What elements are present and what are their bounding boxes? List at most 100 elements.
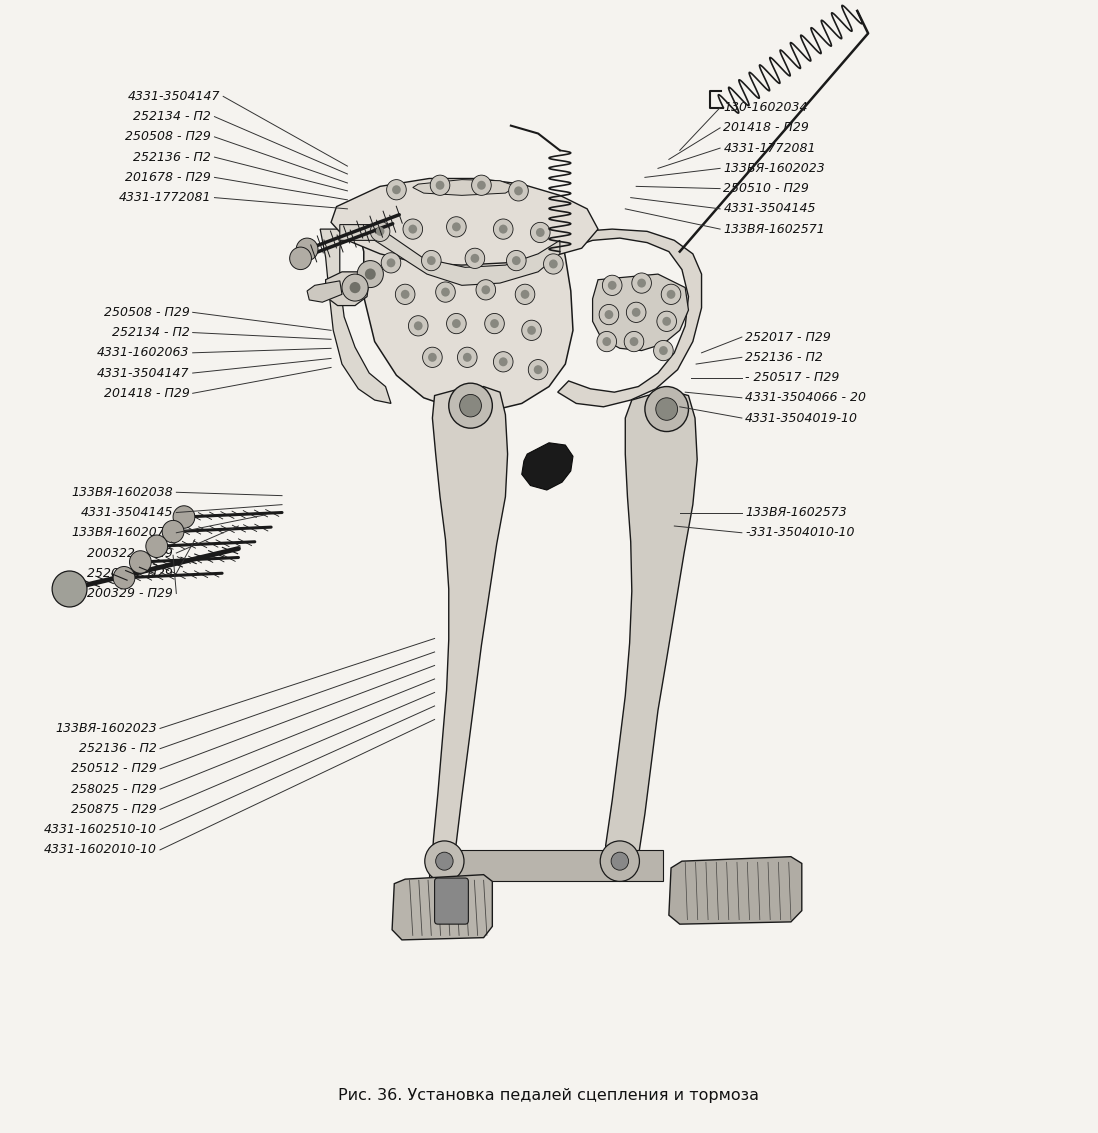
Text: 133ВЯ-1602038: 133ВЯ-1602038 [71, 486, 173, 499]
Circle shape [490, 320, 498, 329]
Circle shape [341, 274, 368, 301]
Circle shape [629, 338, 638, 346]
Text: 252136 - П2: 252136 - П2 [133, 151, 211, 163]
Text: 252134 - П2: 252134 - П2 [133, 110, 211, 123]
Circle shape [386, 180, 406, 199]
Circle shape [637, 279, 646, 288]
Polygon shape [669, 857, 802, 925]
Circle shape [130, 551, 152, 573]
Circle shape [631, 273, 651, 293]
Circle shape [603, 275, 621, 296]
Polygon shape [432, 386, 507, 879]
Text: 4331-1772081: 4331-1772081 [119, 191, 211, 204]
Text: 130-1602034: 130-1602034 [724, 101, 808, 114]
Circle shape [441, 288, 450, 297]
Circle shape [463, 352, 472, 361]
Text: 252136 - П2: 252136 - П2 [79, 742, 157, 756]
Circle shape [612, 852, 628, 870]
Text: 200322 - П29: 200322 - П29 [87, 546, 173, 560]
Circle shape [52, 571, 87, 607]
Text: 252006 - П29: 252006 - П29 [87, 566, 173, 580]
Circle shape [506, 250, 526, 271]
Circle shape [436, 181, 445, 189]
Circle shape [549, 259, 558, 269]
Text: 133ВЯ-1602023: 133ВЯ-1602023 [55, 722, 157, 735]
Circle shape [597, 332, 617, 351]
Polygon shape [522, 443, 573, 491]
Text: 250510 - П29: 250510 - П29 [724, 182, 809, 195]
Circle shape [471, 254, 479, 263]
Bar [429, 850, 663, 881]
Circle shape [447, 314, 467, 334]
Circle shape [608, 281, 617, 290]
Circle shape [357, 261, 383, 288]
Circle shape [605, 310, 614, 320]
Circle shape [657, 312, 676, 332]
Polygon shape [593, 274, 688, 350]
Circle shape [530, 222, 550, 242]
Circle shape [661, 284, 681, 305]
Text: 4331-3504147: 4331-3504147 [127, 90, 220, 103]
Circle shape [527, 326, 536, 335]
Circle shape [452, 222, 461, 231]
Circle shape [498, 357, 507, 366]
Text: 4331-1772081: 4331-1772081 [724, 142, 816, 154]
Text: 250512 - П29: 250512 - П29 [71, 763, 157, 775]
Circle shape [478, 181, 485, 189]
Text: 133ВЯ-1602070: 133ВЯ-1602070 [71, 526, 173, 539]
Circle shape [666, 290, 675, 299]
Text: 133ВЯ-1602571: 133ВЯ-1602571 [724, 222, 825, 236]
Text: 133ВЯ-1602023: 133ВЯ-1602023 [724, 162, 825, 174]
Circle shape [403, 219, 423, 239]
Text: 252134 - П2: 252134 - П2 [112, 326, 190, 339]
Circle shape [493, 351, 513, 372]
Circle shape [113, 566, 135, 589]
Circle shape [460, 394, 481, 417]
Circle shape [626, 303, 646, 323]
Text: 250508 - П29: 250508 - П29 [103, 306, 190, 318]
Circle shape [458, 347, 478, 367]
Circle shape [484, 314, 504, 334]
Circle shape [365, 269, 376, 280]
Circle shape [498, 224, 507, 233]
Circle shape [472, 176, 491, 195]
Polygon shape [413, 180, 516, 195]
Circle shape [522, 321, 541, 340]
Circle shape [653, 340, 673, 360]
Circle shape [452, 320, 461, 329]
Text: 4331-1602010-10: 4331-1602010-10 [44, 843, 157, 857]
Circle shape [534, 365, 542, 374]
FancyBboxPatch shape [435, 878, 469, 925]
Text: 250875 - П29: 250875 - П29 [71, 803, 157, 816]
Text: 200329 - П29: 200329 - П29 [87, 587, 173, 600]
Circle shape [520, 290, 529, 299]
Circle shape [544, 254, 563, 274]
Circle shape [493, 219, 513, 239]
Circle shape [603, 338, 612, 346]
Circle shape [414, 322, 423, 331]
Circle shape [296, 238, 318, 261]
Circle shape [662, 317, 671, 326]
Text: 258025 - П29: 258025 - П29 [71, 783, 157, 795]
Polygon shape [358, 215, 573, 411]
Text: 250508 - П29: 250508 - П29 [125, 130, 211, 144]
Text: 252017 - П29: 252017 - П29 [746, 331, 831, 343]
Circle shape [656, 398, 677, 420]
Circle shape [624, 332, 643, 351]
Circle shape [422, 250, 441, 271]
Polygon shape [392, 875, 492, 940]
Circle shape [163, 520, 184, 543]
Text: 252136 - П2: 252136 - П2 [746, 351, 824, 364]
Text: 4331-3504145: 4331-3504145 [80, 506, 173, 519]
Circle shape [659, 346, 668, 355]
Circle shape [381, 253, 401, 273]
Text: Рис. 36. Установка педалей сцепления и тормоза: Рис. 36. Установка педалей сцепления и т… [338, 1088, 760, 1102]
Circle shape [436, 852, 453, 870]
Circle shape [376, 227, 384, 236]
Text: 201678 - П29: 201678 - П29 [125, 171, 211, 184]
Text: 4331-3504147: 4331-3504147 [97, 367, 190, 380]
Text: 4331-1602063: 4331-1602063 [97, 347, 190, 359]
Circle shape [423, 347, 442, 367]
Circle shape [601, 841, 639, 881]
Polygon shape [321, 229, 391, 403]
